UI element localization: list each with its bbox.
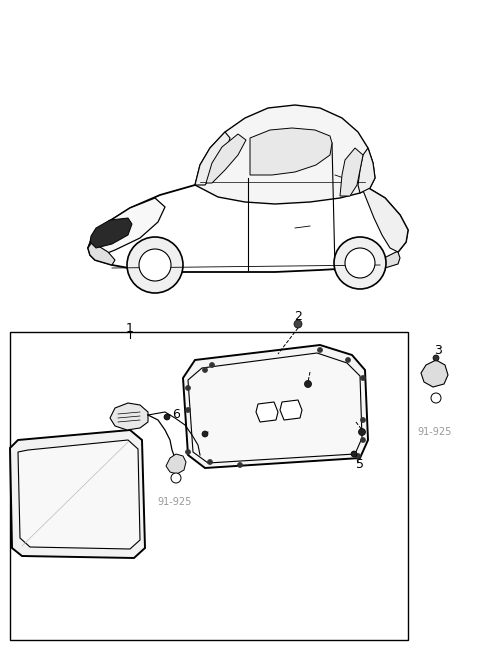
Circle shape <box>207 460 213 465</box>
Text: 3: 3 <box>434 344 442 357</box>
Circle shape <box>294 320 302 328</box>
Text: 91-925: 91-925 <box>158 497 192 507</box>
Polygon shape <box>256 402 278 422</box>
Text: 6: 6 <box>210 426 218 439</box>
Polygon shape <box>88 173 408 272</box>
Text: 91-925: 91-925 <box>418 427 452 437</box>
Polygon shape <box>358 148 375 193</box>
Circle shape <box>334 237 386 289</box>
Polygon shape <box>188 353 362 463</box>
Circle shape <box>346 357 350 363</box>
Circle shape <box>360 376 365 380</box>
Circle shape <box>431 393 441 403</box>
Text: 7: 7 <box>354 411 362 424</box>
Polygon shape <box>340 148 363 196</box>
Circle shape <box>359 428 365 436</box>
Polygon shape <box>88 242 115 265</box>
Circle shape <box>139 249 171 281</box>
Circle shape <box>351 451 357 457</box>
Polygon shape <box>90 218 132 248</box>
Circle shape <box>171 473 181 483</box>
Polygon shape <box>18 440 140 549</box>
Polygon shape <box>206 134 246 183</box>
Polygon shape <box>166 454 186 474</box>
Text: 1: 1 <box>126 322 134 335</box>
Circle shape <box>185 385 191 391</box>
Polygon shape <box>250 128 332 175</box>
Circle shape <box>164 414 170 420</box>
Text: 4: 4 <box>306 361 314 374</box>
Polygon shape <box>360 183 408 252</box>
Text: 5: 5 <box>356 458 364 471</box>
Circle shape <box>304 380 312 387</box>
Circle shape <box>185 449 191 454</box>
Polygon shape <box>421 360 448 387</box>
Circle shape <box>185 408 191 413</box>
Circle shape <box>360 437 365 443</box>
Polygon shape <box>10 430 145 558</box>
Polygon shape <box>195 132 230 185</box>
Bar <box>10 332 408 640</box>
Circle shape <box>203 368 207 372</box>
Circle shape <box>238 462 242 467</box>
Polygon shape <box>375 252 400 268</box>
Circle shape <box>209 363 215 368</box>
Polygon shape <box>195 105 375 204</box>
Polygon shape <box>88 198 165 258</box>
Text: 6: 6 <box>172 408 180 421</box>
Polygon shape <box>110 403 148 430</box>
Circle shape <box>127 237 183 293</box>
Circle shape <box>202 431 208 437</box>
Polygon shape <box>183 345 368 468</box>
Text: 2: 2 <box>294 309 302 322</box>
Circle shape <box>356 454 360 458</box>
Polygon shape <box>280 400 302 420</box>
Circle shape <box>345 248 375 278</box>
Circle shape <box>317 348 323 352</box>
Circle shape <box>433 355 439 361</box>
Circle shape <box>360 417 365 422</box>
